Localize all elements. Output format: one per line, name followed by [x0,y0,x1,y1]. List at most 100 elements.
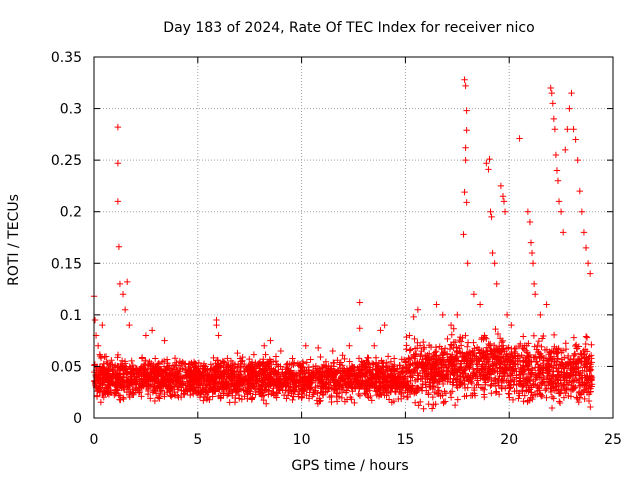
data-point [464,339,472,346]
data-point [535,337,543,345]
data-point [500,198,508,205]
data-point [337,359,345,366]
data-point [356,325,363,332]
data-point [246,381,253,388]
data-point [502,365,509,372]
data-point [448,360,455,367]
data-point [210,366,218,373]
data-point [510,381,517,388]
data-point [584,377,592,384]
data-point [408,382,416,389]
data-point [164,381,172,388]
data-point [469,358,476,365]
data-point [547,385,554,392]
data-point [440,372,447,380]
data-point [419,380,426,388]
data-point [491,260,498,267]
data-point [399,370,407,378]
data-point [534,348,542,356]
data-point [107,389,114,396]
data-point [512,344,520,352]
data-point [193,365,201,372]
data-point [588,383,595,390]
data-point [182,382,189,389]
data-point [284,360,291,367]
data-point [163,356,171,363]
data-point [196,381,204,388]
data-point [358,361,365,368]
data-point [334,357,341,364]
data-point [229,365,237,372]
data-point [100,379,107,387]
data-point [453,343,460,351]
data-point [420,345,427,353]
data-point [377,382,385,390]
data-point [493,280,500,288]
data-point [310,389,317,396]
data-point [587,403,594,411]
data-point [317,389,324,396]
data-point [334,390,342,397]
data-point [536,390,543,397]
data-point [368,397,375,404]
data-point [94,342,102,349]
data-point [476,301,484,308]
data-point [307,384,314,392]
data-point [123,388,131,396]
data-point [367,381,375,389]
data-point [499,376,507,384]
data-point [298,393,305,400]
data-point [414,339,421,346]
data-point [520,398,527,405]
data-point [403,367,410,375]
data-point [388,399,396,406]
data-point [181,391,188,398]
data-point [260,396,267,404]
data-point [237,371,244,378]
data-point [120,395,127,403]
data-point [248,374,255,381]
data-point [528,367,536,374]
data-point [447,321,455,329]
data-point [464,343,471,350]
data-point [177,380,185,388]
data-point [410,313,417,321]
data-point [494,330,502,338]
data-point [185,361,193,368]
data-point [154,394,162,401]
data-point [176,368,183,375]
data-point [482,379,489,386]
data-point [314,400,322,407]
data-point [551,387,559,394]
data-point [339,368,346,375]
data-point [563,370,571,377]
data-point [384,389,392,397]
data-point [144,367,151,375]
data-point [112,370,119,378]
data-point [343,370,351,377]
data-point [487,350,495,357]
data-point [192,360,199,367]
data-point [258,378,265,385]
data-point [556,360,564,368]
data-point [549,371,556,378]
data-point [530,332,538,339]
data-point [200,393,208,401]
data-point [173,377,180,385]
data-point [518,351,525,359]
data-point [247,370,255,378]
data-point [347,394,354,401]
data-point [338,388,346,396]
data-point [544,372,552,380]
data-point [425,350,433,357]
data-point [432,358,439,365]
data-point [199,388,207,396]
data-point [492,325,499,333]
data-point [479,385,487,392]
data-point [529,395,536,403]
data-point [355,355,363,362]
data-point [519,344,526,352]
data-point [241,393,248,400]
data-point [338,394,346,402]
